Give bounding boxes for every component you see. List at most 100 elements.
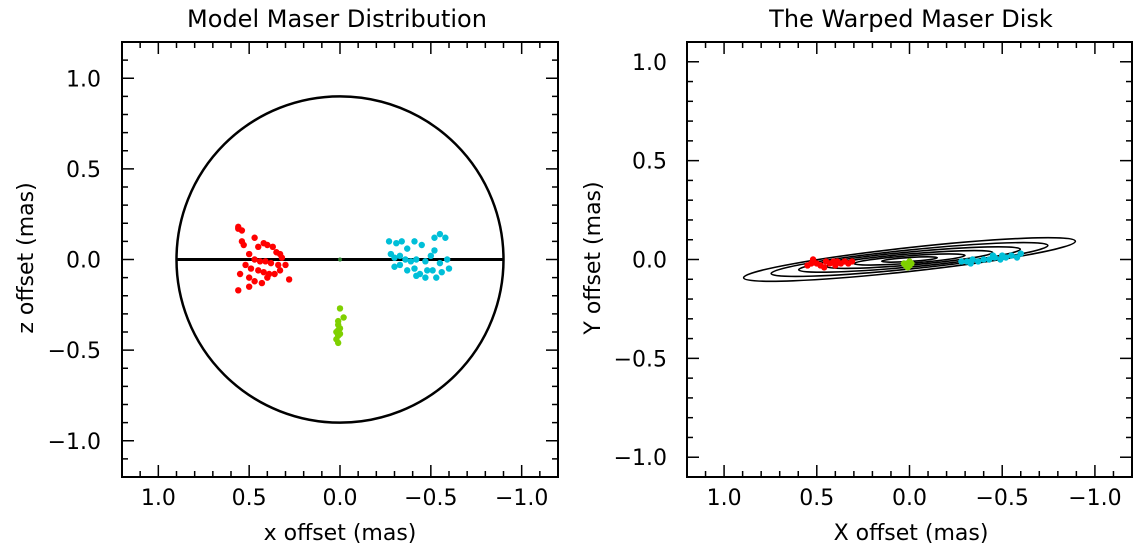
- maser-point: [900, 260, 908, 267]
- maser-point: [396, 261, 404, 269]
- y-tick-label: 1.0: [632, 51, 667, 76]
- maser-point: [398, 238, 405, 245]
- maser-point: [402, 256, 409, 263]
- maser-point: [245, 250, 253, 258]
- x-tick-label: 0.5: [232, 486, 267, 511]
- maser-point: [391, 254, 398, 261]
- x-tick-label: 0.0: [892, 486, 927, 511]
- maser-point: [251, 234, 258, 241]
- maser-point: [989, 252, 997, 259]
- chart-panel-right: The Warped Maser Disk 1.0 0.5 0.0 −0.5 −1.0 1.…: [581, 5, 1133, 546]
- x-tick-label: −1.0: [1068, 486, 1121, 511]
- y-tick-label: 0.5: [632, 150, 667, 175]
- maser-point: [1008, 252, 1015, 259]
- maser-point: [255, 267, 262, 274]
- maser-point: [251, 278, 258, 285]
- maser-point: [999, 252, 1006, 259]
- maser-point: [443, 256, 451, 263]
- maser-point: [958, 258, 965, 265]
- maser-point: [427, 252, 435, 260]
- y-axis-label: z offset (mas): [14, 182, 39, 333]
- maser-point: [393, 239, 400, 247]
- maser-point: [245, 274, 253, 281]
- maser-point: [422, 258, 429, 265]
- maser-point: [431, 234, 438, 241]
- chart-title: Model Maser Distribution: [187, 5, 487, 33]
- maser-point: [278, 254, 286, 261]
- maser-point: [1017, 250, 1024, 257]
- maser-point: [245, 283, 253, 290]
- maser-point: [275, 261, 282, 269]
- maser-point: [282, 261, 289, 269]
- maser-point: [980, 256, 987, 263]
- maser-point: [235, 287, 242, 294]
- maser-point: [338, 257, 342, 262]
- maser-point: [276, 267, 284, 274]
- maser-point: [340, 314, 347, 321]
- maser-point: [404, 245, 411, 252]
- maser-point: [255, 243, 262, 251]
- maser-point: [422, 274, 429, 281]
- y-tick-label: 0.0: [66, 249, 101, 274]
- maser-point: [407, 258, 415, 265]
- x-tick-label: 1.0: [707, 486, 742, 511]
- maser-point: [260, 268, 267, 276]
- maser-point: [433, 274, 440, 281]
- maser-point: [262, 258, 269, 265]
- chart-title: The Warped Maser Disk: [768, 5, 1053, 33]
- maser-point: [264, 241, 271, 249]
- maser-point: [809, 256, 817, 263]
- x-tick-label: 0.5: [799, 486, 834, 511]
- maser-point: [391, 263, 398, 270]
- maser-point: [256, 258, 264, 265]
- maser-point: [334, 339, 342, 347]
- maser-point: [429, 267, 436, 274]
- maser-point: [442, 234, 449, 241]
- x-axis-label: x offset (mas): [264, 521, 417, 546]
- maser-point: [967, 260, 974, 267]
- y-tick-label: 0.0: [632, 249, 667, 274]
- x-tick-label: −1.0: [495, 486, 548, 511]
- maser-point: [385, 238, 393, 245]
- x-tick-label: −0.5: [975, 486, 1028, 511]
- maser-point: [436, 259, 444, 267]
- disk-ring: [770, 241, 1049, 278]
- maser-point: [258, 279, 266, 287]
- maser-point: [821, 264, 828, 271]
- maser-point: [413, 256, 420, 263]
- maser-point: [396, 252, 404, 260]
- maser-point: [264, 274, 271, 281]
- maser-point: [445, 265, 453, 272]
- disk-ring: [742, 236, 1077, 283]
- maser-point: [269, 243, 276, 251]
- maser-point: [848, 258, 856, 265]
- maser-point: [418, 241, 425, 249]
- x-tick-label: −0.5: [404, 486, 457, 511]
- maser-point: [424, 267, 431, 274]
- y-tick-label: 1.0: [66, 67, 101, 92]
- y-tick-label: −1.0: [614, 446, 667, 471]
- maser-point: [413, 272, 420, 280]
- maser-point: [235, 223, 242, 231]
- chart-panel-left: Model Maser Distribution 1.0 0.5 0.0 −0.5 −1.…: [14, 5, 559, 546]
- maser-point: [236, 270, 244, 278]
- maser-point: [336, 305, 344, 312]
- maser-point: [411, 238, 418, 245]
- maser-point: [411, 265, 418, 272]
- maser-point: [832, 262, 839, 269]
- maser-point: [285, 276, 293, 283]
- maser-point: [431, 247, 438, 254]
- x-tick-label: 1.0: [141, 486, 176, 511]
- maser-point: [247, 265, 255, 272]
- y-tick-label: 0.5: [66, 158, 101, 183]
- maser-point: [404, 267, 411, 274]
- maser-point: [438, 268, 445, 276]
- y-tick-label: −0.5: [614, 347, 667, 372]
- y-tick-label: −1.0: [48, 430, 101, 455]
- y-tick-label: −0.5: [48, 339, 101, 364]
- maser-point: [271, 270, 278, 278]
- maser-point: [242, 261, 249, 269]
- maser-point: [436, 230, 444, 238]
- maser-point: [267, 259, 275, 267]
